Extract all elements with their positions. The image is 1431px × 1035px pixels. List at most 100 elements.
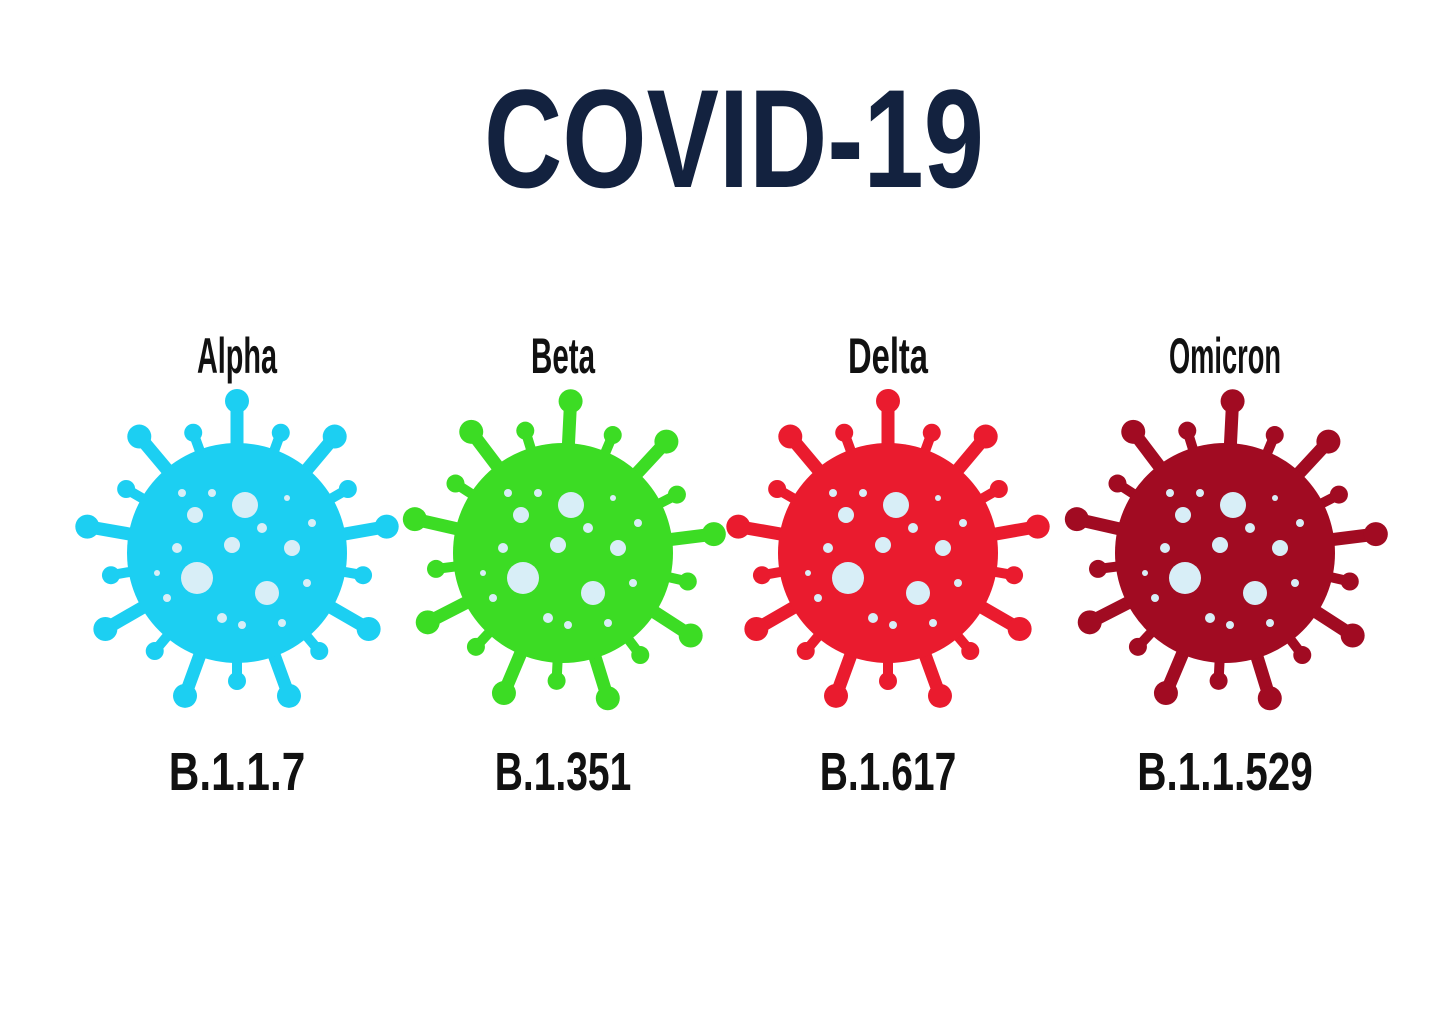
virus-dot [634,519,642,527]
virus-spike-tip [667,485,686,504]
virus-dot [610,540,626,556]
virus-dot [278,619,286,627]
virus-dot [581,581,605,605]
virus-spike-tip [93,617,118,641]
virus-spike-tip [225,389,249,413]
virus-spike-tip [466,637,485,656]
virus-dot [1266,619,1274,627]
virus-spike-tip [426,559,445,578]
virus-dot [814,594,822,602]
virus-icon [726,389,1050,708]
virus-spike-tip [768,480,787,498]
virus-spike-tip [796,642,815,661]
variant-name: Delta [848,328,929,384]
virus-spike-tip [678,572,697,591]
virus-spike-tip [1363,522,1388,547]
virus-spike-tip [835,423,854,442]
virus-dot [504,489,512,497]
virus-spike-tip [1108,474,1127,493]
virus-spike-tip [184,423,203,442]
virus-dot [284,495,290,501]
virus-dot [1243,581,1267,605]
virus-body [127,443,347,663]
virus-dot [181,562,213,594]
virus-dot [832,562,864,594]
virus-spike-tip [973,424,998,449]
virus-spike-tip [1178,421,1197,440]
virus-dot [838,507,854,523]
virus-spike-tip [356,617,381,641]
virus-spike-tip [310,642,329,661]
virus-spike-tip [1088,559,1107,578]
virus-dot [610,495,616,501]
virus-dot [257,523,267,533]
virus-dot [935,540,951,556]
virus-spike-tip [271,423,290,442]
virus-spike-tip [276,683,301,708]
virus-spike-tip [922,423,941,442]
virus-spike-tip [1025,514,1050,539]
virus-dot [1272,495,1278,501]
virus-spike-tip [603,426,622,445]
virus-icon [1064,389,1388,711]
variant-lineage: B.1.1.7 [169,742,306,802]
virus-dot [178,489,186,497]
virus-dot [823,543,833,553]
virus-spike-tip [1316,429,1341,454]
virus-dot [1226,621,1234,629]
virus-spike-tip [1340,623,1365,648]
virus-dot [507,562,539,594]
variant-lineage: B.1.617 [820,742,957,802]
variant-lineage: B.1.351 [495,742,632,802]
virus-dot [224,537,240,553]
virus-spike-tip [1121,419,1146,444]
virus-dot [583,523,593,533]
virus-spike-tip [1064,507,1089,532]
virus-dot [172,543,182,553]
virus-dot [308,519,316,527]
virus-spike-tip [778,424,803,449]
virus-spike-tip [595,686,620,711]
virus-dot [1245,523,1255,533]
virus-spike-tip [1077,610,1102,635]
virus-dot [875,537,891,553]
virus-dot [154,570,160,576]
virus-spike-tip [127,424,152,449]
virus-dot [805,570,811,576]
virus-dot [935,495,941,501]
virus-spike-tip [1329,485,1348,504]
virus-dot [284,540,300,556]
virus-spike-tip [678,623,703,648]
virus-dot [883,492,909,518]
virus-dot [1142,570,1148,576]
virus-dot [954,579,962,587]
virus-spike-tip [631,646,650,665]
virus-spike-tip [516,421,535,440]
virus-dot [543,613,553,623]
virus-dot [629,579,637,587]
virus-spike-tip [1265,426,1284,445]
virus-dot [238,621,246,629]
virus-dot [1272,540,1288,556]
virus-spike-tip [558,389,583,414]
virus-spike-tip [701,522,726,547]
virus-dot [908,523,918,533]
virus-spike-tip [1220,389,1245,414]
virus-icon [75,389,399,708]
virus-spike-tip [876,389,900,413]
virus-dot [1220,492,1246,518]
virus-spike-tip [1005,566,1024,585]
title: COVID-19 [484,60,984,217]
virus-spike-tip [654,429,679,454]
virus-spike-tip [145,642,164,661]
virus-dot [1151,594,1159,602]
virus-spike-tip [961,642,980,661]
variant-name: Beta [531,328,596,384]
virus-spike-tip [1209,671,1228,690]
virus-dot [480,570,486,576]
virus-dot [550,537,566,553]
virus-spike-tip [927,683,952,708]
virus-spike-tip [459,419,484,444]
virus-dot [1166,489,1174,497]
